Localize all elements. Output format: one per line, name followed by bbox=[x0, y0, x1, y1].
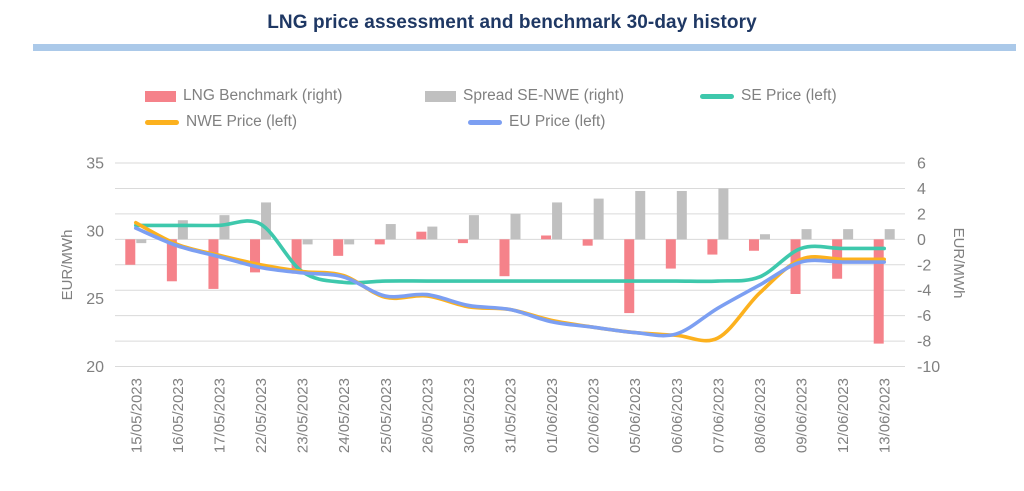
spread-bar bbox=[136, 239, 147, 244]
spread-bar bbox=[718, 188, 729, 240]
x-axis-label: 13/06/2023 bbox=[877, 378, 894, 453]
legend-label-eu-price: EU Price (left) bbox=[509, 113, 606, 130]
spread-bar bbox=[884, 229, 895, 240]
left-axis-tick: 25 bbox=[86, 291, 104, 308]
x-axis-label: 25/05/2023 bbox=[378, 378, 395, 453]
right-axis-tick: -4 bbox=[917, 283, 931, 300]
right-axis-tick: -6 bbox=[917, 308, 931, 325]
right-axis-tick: 2 bbox=[917, 206, 926, 223]
spread-bar bbox=[801, 229, 812, 240]
benchmark-bar bbox=[707, 239, 718, 255]
benchmark-bar bbox=[333, 239, 344, 256]
x-axis-label: 24/05/2023 bbox=[336, 378, 353, 453]
x-axis-label: 08/06/2023 bbox=[752, 378, 769, 453]
se-price-line bbox=[133, 219, 887, 285]
legend-item-se-price: SE Price (left) bbox=[700, 87, 837, 105]
right-axis-tick: -2 bbox=[917, 257, 931, 274]
left-axis-tick: 35 bbox=[86, 156, 104, 173]
right-axis-tick: 6 bbox=[917, 156, 926, 173]
left-axis-title: EUR/MWh bbox=[59, 230, 76, 301]
benchmark-bar bbox=[250, 239, 261, 273]
x-axis-label: 05/06/2023 bbox=[627, 378, 644, 453]
spread-bar bbox=[843, 229, 854, 240]
legend-label-se-price: SE Price (left) bbox=[741, 87, 837, 104]
spread-bar bbox=[302, 239, 313, 245]
benchmark-bar bbox=[291, 239, 302, 274]
spread-bar bbox=[261, 202, 272, 240]
x-axis-label: 22/05/2023 bbox=[253, 378, 270, 453]
x-axis-label: 02/06/2023 bbox=[586, 378, 603, 453]
spread-bar bbox=[385, 224, 396, 240]
benchmark-bar bbox=[790, 239, 801, 295]
title-underline-rule bbox=[33, 44, 1016, 51]
spread-bar bbox=[510, 213, 521, 240]
benchmark-bar bbox=[208, 239, 219, 289]
right-axis-tick: -10 bbox=[917, 359, 940, 376]
benchmark-bar bbox=[166, 239, 177, 282]
spread-bar bbox=[177, 220, 188, 240]
spread-bar bbox=[676, 190, 687, 240]
eu-price-line bbox=[133, 226, 887, 338]
legend-label-nwe-price: NWE Price (left) bbox=[186, 113, 298, 130]
x-axis-label: 23/05/2023 bbox=[295, 378, 312, 453]
right-axis-tick: -8 bbox=[917, 334, 931, 351]
legend-swatch-spread-se-nwe bbox=[425, 90, 456, 102]
benchmark-bar bbox=[873, 239, 884, 344]
legend-item-spread-se-nwe: Spread SE-NWE (right) bbox=[425, 87, 624, 105]
legend-item-nwe-price: NWE Price (left) bbox=[145, 113, 297, 131]
spread-bar bbox=[219, 215, 230, 240]
benchmark-bar bbox=[499, 239, 510, 277]
benchmark-bar bbox=[416, 231, 427, 240]
benchmark-bar bbox=[748, 239, 759, 251]
legend-label-lng-benchmark: LNG Benchmark (right) bbox=[183, 87, 343, 104]
x-axis-label: 09/06/2023 bbox=[794, 378, 811, 453]
spread-bar bbox=[593, 198, 604, 240]
x-axis-label: 26/05/2023 bbox=[419, 378, 436, 453]
right-axis-tick: 0 bbox=[917, 232, 926, 249]
legend-swatch-eu-price bbox=[468, 119, 502, 125]
benchmark-bar bbox=[457, 239, 468, 244]
legend-item-lng-benchmark: LNG Benchmark (right) bbox=[145, 87, 342, 105]
spread-bar bbox=[468, 215, 479, 240]
benchmark-bar bbox=[125, 239, 136, 265]
x-axis-label: 06/06/2023 bbox=[669, 378, 686, 453]
chart-title: LNG price assessment and benchmark 30-da… bbox=[267, 12, 757, 33]
right-axis-title: EUR/MWh bbox=[950, 228, 967, 299]
right-axis-tick: 4 bbox=[917, 181, 926, 198]
benchmark-bar bbox=[624, 239, 635, 314]
x-axis-label: 16/05/2023 bbox=[170, 378, 187, 453]
benchmark-bar bbox=[582, 239, 593, 246]
spread-bar bbox=[344, 239, 355, 245]
chart-legend: LNG Benchmark (right) Spread SE-NWE (righ… bbox=[0, 0, 1024, 140]
x-axis-label: 17/05/2023 bbox=[211, 378, 228, 453]
legend-swatch-se-price bbox=[700, 93, 734, 99]
spread-bar bbox=[552, 202, 563, 240]
spread-bar bbox=[427, 226, 438, 240]
x-axis-label: 15/05/2023 bbox=[128, 378, 145, 453]
left-axis-tick: 30 bbox=[86, 223, 104, 240]
x-axis-label: 31/05/2023 bbox=[503, 378, 520, 453]
spread-bar bbox=[635, 190, 646, 240]
benchmark-bar bbox=[374, 239, 385, 245]
legend-item-eu-price: EU Price (left) bbox=[468, 113, 605, 131]
left-axis-tick: 20 bbox=[86, 359, 104, 376]
benchmark-bar bbox=[541, 235, 552, 240]
benchmark-bar bbox=[665, 239, 676, 269]
x-axis-label: 07/06/2023 bbox=[710, 378, 727, 453]
legend-swatch-lng-benchmark bbox=[145, 90, 176, 102]
x-axis-label: 01/06/2023 bbox=[544, 378, 561, 453]
legend-label-spread-se-nwe: Spread SE-NWE (right) bbox=[463, 87, 625, 104]
x-axis-label: 12/06/2023 bbox=[835, 378, 852, 453]
legend-swatch-nwe-price bbox=[145, 119, 179, 125]
x-axis-label: 30/05/2023 bbox=[461, 378, 478, 453]
spread-bar bbox=[759, 234, 770, 240]
